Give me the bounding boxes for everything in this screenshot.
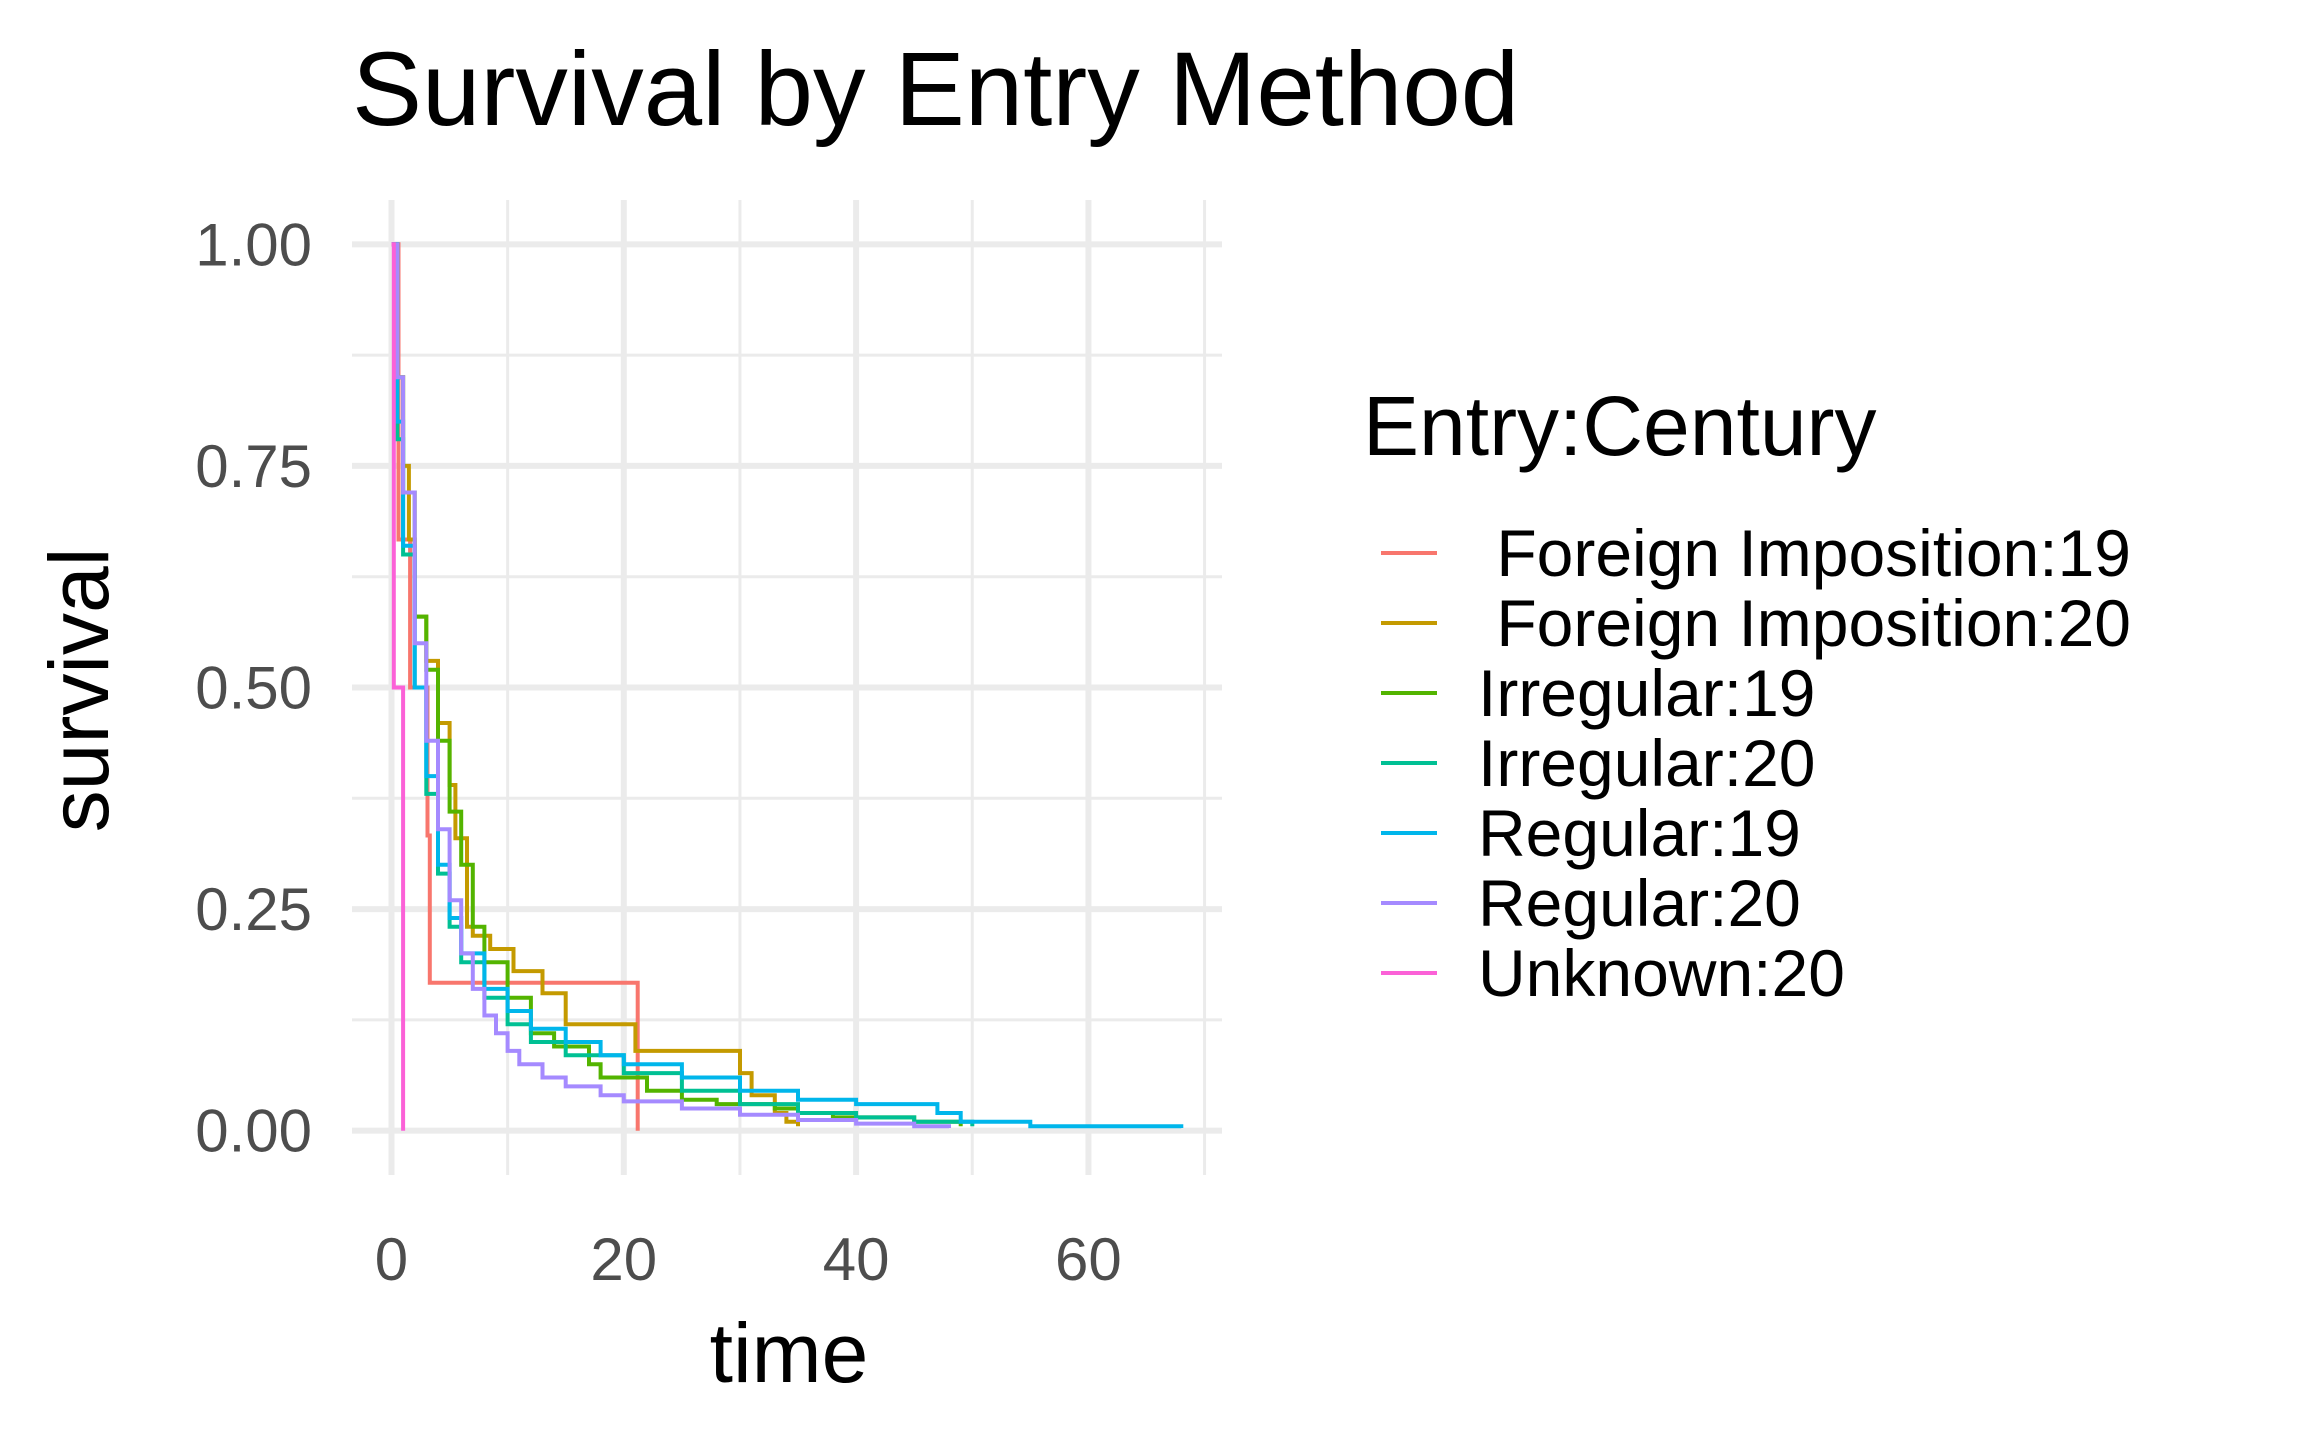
legend-item: Foreign Imposition:19: [1381, 516, 2131, 590]
legend-item: Unknown:20: [1381, 936, 1845, 1010]
y-tick-label: 1.00: [195, 211, 312, 278]
legend-label: Irregular:20: [1478, 726, 1816, 800]
legend-label: Irregular:19: [1478, 656, 1816, 730]
legend-item: Irregular:20: [1381, 726, 1816, 800]
legend-label: Regular:19: [1478, 796, 1801, 870]
legend-label: Foreign Imposition:20: [1478, 586, 2131, 660]
y-tick-label: 0.50: [195, 655, 312, 722]
legend-label: Unknown:20: [1478, 936, 1845, 1010]
chart-title: Survival by Entry Method: [352, 31, 1519, 148]
y-tick-label: 0.25: [195, 876, 312, 943]
series-line-regular-20: [391, 242, 951, 1129]
y-tick-label: 0.75: [195, 433, 312, 500]
x-axis-ticks: 0 20 40 60: [375, 1226, 1122, 1293]
plot-grid: [352, 200, 1222, 1175]
x-tick-label: 60: [1055, 1226, 1122, 1293]
legend-item: Regular:19: [1381, 796, 1801, 870]
legend-label: Regular:20: [1478, 866, 1801, 940]
series-line-unknown-20: [391, 242, 406, 1131]
y-axis-title: survival: [32, 548, 126, 833]
x-axis-title: time: [710, 1306, 869, 1400]
x-tick-label: 20: [590, 1226, 657, 1293]
legend-items: Foreign Imposition:19 Foreign Imposition…: [1381, 516, 2131, 1010]
legend-title: Entry:Century: [1363, 379, 1877, 473]
series-lines: [391, 242, 1184, 1131]
legend-item: Irregular:19: [1381, 656, 1816, 730]
x-tick-label: 0: [375, 1226, 408, 1293]
y-axis-ticks: 0.00 0.25 0.50 0.75 1.00: [195, 211, 312, 1164]
legend-item: Regular:20: [1381, 866, 1801, 940]
legend-item: Foreign Imposition:20: [1381, 586, 2131, 660]
x-tick-label: 40: [823, 1226, 890, 1293]
y-tick-label: 0.00: [195, 1098, 312, 1165]
legend-label: Foreign Imposition:19: [1478, 516, 2131, 590]
legend: Entry:Century Foreign Imposition:19 Fore…: [1363, 379, 2131, 1010]
